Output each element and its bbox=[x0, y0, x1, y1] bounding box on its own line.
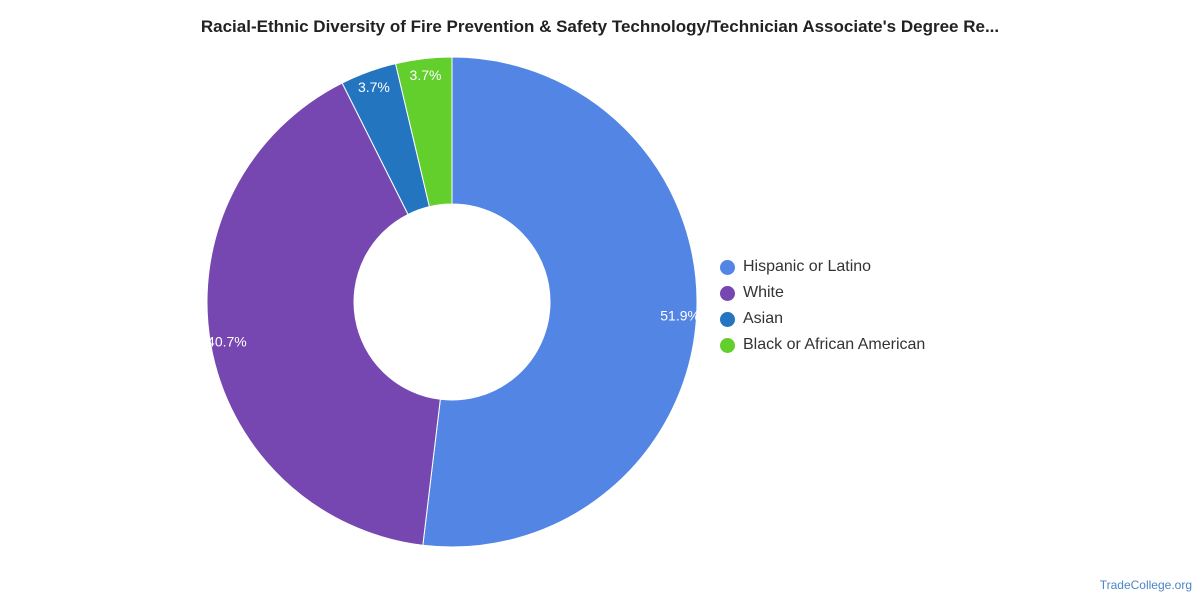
legend-swatch bbox=[720, 311, 735, 327]
slice-black-or-african-american[interactable] bbox=[394, 56, 453, 208]
legend-swatch bbox=[720, 285, 735, 301]
slice-label-black-or-african-american: 3.7% bbox=[410, 67, 442, 83]
slice-label-white: 40.7% bbox=[207, 333, 247, 349]
legend-label: Asian bbox=[743, 310, 784, 327]
legend-label: Black or African American bbox=[743, 336, 926, 353]
slice-labels-group: 51.9% 40.7% 3.7% 3.7% bbox=[207, 67, 700, 349]
legend: Hispanic or Latino White Asian Black or Afr… bbox=[720, 254, 925, 358]
legend-item-asian[interactable]: Asian bbox=[720, 306, 925, 332]
legend-swatch bbox=[720, 337, 735, 353]
legend-label: White bbox=[743, 284, 784, 301]
watermark-link[interactable]: TradeCollege.org bbox=[1099, 578, 1192, 592]
slice-white[interactable] bbox=[206, 82, 441, 546]
slice-hispanic-or-latino[interactable] bbox=[422, 56, 698, 548]
legend-item-black-or-african-american[interactable]: Black or African American bbox=[720, 332, 925, 358]
chart-title: Racial-Ethnic Diversity of Fire Preventi… bbox=[200, 17, 1000, 36]
legend-item-white[interactable]: White bbox=[720, 280, 925, 306]
legend-label: Hispanic or Latino bbox=[743, 258, 872, 275]
slice-label-hispanic-or-latino: 51.9% bbox=[660, 308, 700, 324]
legend-item-hispanic-or-latino[interactable]: Hispanic or Latino bbox=[720, 254, 925, 280]
legend-swatch bbox=[720, 259, 735, 275]
slices-group bbox=[206, 56, 698, 548]
slice-label-asian: 3.7% bbox=[358, 79, 390, 95]
